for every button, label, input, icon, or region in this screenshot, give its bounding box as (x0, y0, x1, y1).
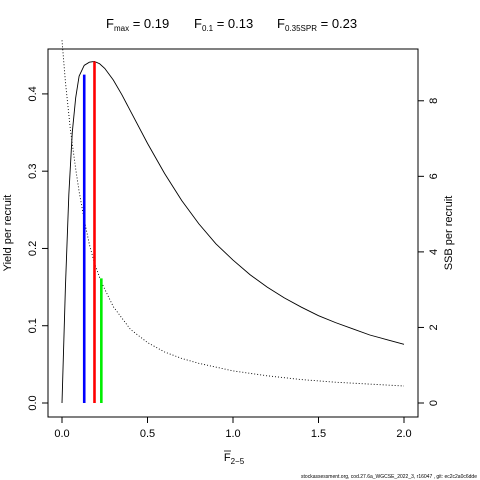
y-right-tick-label: 4 (428, 249, 440, 255)
y-axis-left-title: Yield per recruit (2, 195, 14, 272)
x-tick-label: 0.0 (54, 428, 69, 440)
y-left-tick-label: 0.1 (27, 318, 39, 333)
yield-per-recruit-line (61, 60, 405, 404)
title-f01: F0.1 = 0.13 (194, 16, 253, 33)
y-left-tick-label: 0.3 (27, 164, 39, 179)
x-tick-label: 0.5 (140, 428, 155, 440)
x-tick-label: 2.0 (396, 428, 411, 440)
y-right-tick-label: 6 (428, 173, 440, 179)
x-axis-title: F2−5 (224, 452, 245, 466)
y-left-tick-label: 0.2 (27, 241, 39, 256)
series-layer (61, 40, 405, 404)
y-right-tick-label: 0 (428, 400, 440, 406)
x-tick-label: 1.5 (311, 428, 326, 440)
plot-frame (47, 48, 419, 418)
y-left-tick-label: 0.0 (27, 395, 39, 410)
y-right-tick-label: 8 (428, 98, 440, 104)
reference-lines (82, 61, 103, 403)
y-right-tick-label: 2 (428, 324, 440, 330)
title-fmax: Fmax = 0.19 (106, 16, 169, 33)
ssb-per-recruit-line (61, 40, 405, 387)
footer-note: stockassessment.org, cod.27.6a_WGCSE_202… (301, 474, 477, 480)
title-f35spr: F0.35SPR = 0.23 (277, 16, 357, 33)
axes: 0.0 0.5 1.0 1.5 2.0 0.0 0.1 0.2 0.3 0.4 0 2 4 6 8 (27, 86, 440, 440)
x-tick-label: 1.0 (225, 428, 240, 440)
y-left-tick-label: 0.4 (27, 86, 39, 101)
y-axis-right-title: SSB per recruit (443, 196, 455, 271)
